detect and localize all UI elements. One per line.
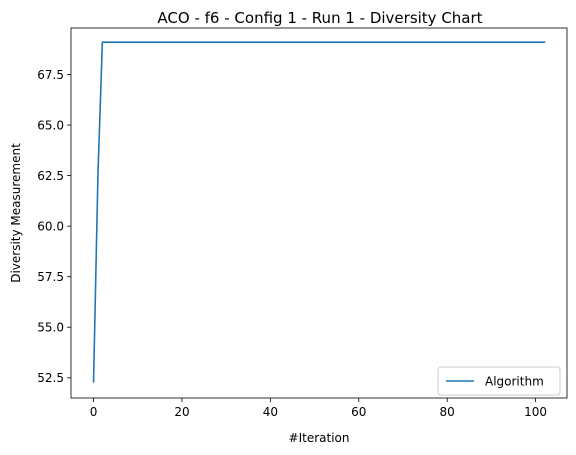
- y-tick-label: 52.5: [37, 371, 64, 385]
- y-tick-label: 55.0: [37, 321, 64, 335]
- legend: Algorithm: [437, 366, 561, 396]
- y-tick-label: 62.5: [37, 169, 64, 183]
- y-axis-ticks: 52.5 55.0 57.5 60.0 62.5 65.0 67.5: [37, 68, 71, 385]
- y-tick-label: 65.0: [37, 118, 64, 132]
- y-axis-label: Diversity Measurement: [9, 143, 23, 283]
- series-layer: [92, 41, 546, 383]
- y-tick-label: 67.5: [37, 68, 64, 82]
- x-axis-label: #Iteration: [289, 431, 350, 445]
- x-tick-label: 40: [263, 405, 278, 419]
- chart-title: ACO - f6 - Config 1 - Run 1 - Diversity …: [157, 9, 482, 27]
- plot-frame: [70, 27, 568, 399]
- x-tick-label: 60: [351, 405, 366, 419]
- legend-label-algorithm: Algorithm: [485, 375, 544, 389]
- x-tick-label: 100: [524, 405, 547, 419]
- x-axis-ticks: 0 20 40 60 80 100: [90, 398, 547, 419]
- x-tick-label: 80: [440, 405, 455, 419]
- plot-area: [70, 27, 568, 399]
- y-tick-label: 57.5: [37, 270, 64, 284]
- series-line-algorithm: [92, 41, 546, 383]
- x-tick-label: 0: [90, 405, 98, 419]
- x-tick-label: 20: [174, 405, 189, 419]
- y-tick-label: 60.0: [37, 219, 64, 233]
- legend-box: [437, 366, 561, 396]
- plot-background: [71, 28, 567, 398]
